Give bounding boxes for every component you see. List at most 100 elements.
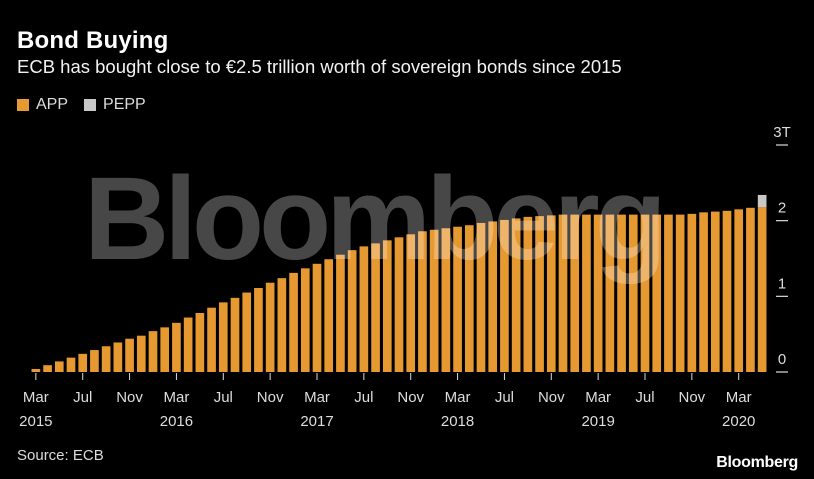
x-tick-label-Mar-60: Mar	[726, 389, 752, 406]
y-tick-label-1: 1	[778, 275, 786, 292]
bar-app-2018-01	[429, 229, 439, 372]
bar-app-2015-06	[66, 357, 76, 372]
bar-app-2016-04	[183, 317, 193, 372]
bar-app-2017-05	[336, 254, 345, 372]
bar-app-2019-06	[628, 214, 638, 372]
legend-swatch-app	[17, 99, 29, 111]
bar-app-2020-02	[722, 210, 732, 372]
y-axis: 0 1 2 3T	[773, 124, 791, 373]
bar-app-2018-11	[546, 215, 556, 372]
bar-app-2017-09	[382, 240, 392, 372]
bar-app-2016-08	[230, 297, 240, 372]
x-tick-label-Jul-4: Jul	[73, 389, 92, 406]
bar-app-2015-12	[136, 335, 146, 372]
x-tick-label-Nov-56: Nov	[679, 389, 706, 406]
x-tick-label-Mar-48: Mar	[585, 389, 611, 406]
bar-app-2019-12	[699, 212, 708, 372]
chart-title: Bond Buying	[17, 27, 169, 54]
bar-app-2017-01	[289, 272, 298, 372]
bar-app-2015-10	[113, 342, 123, 372]
bar-app-2017-06	[347, 250, 357, 372]
bar-app-2020-04	[746, 207, 755, 372]
bar-app-2019-03	[593, 214, 603, 372]
bar-app-2016-05	[195, 312, 205, 372]
legend-item-app: APP	[17, 96, 68, 114]
x-tick-label-Jul-28: Jul	[354, 389, 373, 406]
chart-subtitle: ECB has bought close to €2.5 trillion wo…	[17, 56, 622, 77]
bar-app-2018-06	[488, 221, 498, 372]
legend-label-pepp: PEPP	[103, 96, 146, 113]
x-axis: Mar 2015 Jul Nov Mar 2016 Jul Nov Mar 2017 Jul Nov M…	[19, 373, 755, 430]
bar-app-2018-09	[523, 216, 533, 372]
x-tick-label-Mar-0: Mar	[23, 389, 49, 406]
bar-app-2019-10	[675, 214, 685, 372]
bar-app-2019-04	[605, 214, 615, 372]
bar-app-2018-03	[453, 226, 462, 372]
legend: APP PEPP	[17, 96, 162, 114]
bar-app-2018-02	[441, 228, 451, 372]
bar-app-2019-07	[640, 214, 650, 372]
bar-app-2017-11	[406, 234, 416, 372]
bar-app-2017-03	[312, 263, 322, 372]
bar-app-2016-09	[242, 292, 252, 372]
bar-app-2015-11	[125, 338, 134, 372]
bar-app-2016-12	[277, 278, 287, 372]
x-tick-label-Nov-20: Nov	[257, 389, 284, 406]
bar-app-2017-02	[300, 268, 310, 372]
bar-app-2016-11	[265, 282, 275, 372]
bar-app-2019-05	[617, 214, 626, 372]
bar-app-2020-03	[734, 209, 744, 372]
x-year-label-2017: 2017	[300, 413, 333, 430]
bloomberg-logo: Bloomberg	[716, 454, 798, 471]
bar-pepp-2020-05	[757, 194, 767, 208]
x-tick-label-Mar-36: Mar	[445, 389, 471, 406]
bar-app-2017-07	[359, 246, 369, 372]
bar-app-2018-08	[511, 218, 521, 372]
x-tick-label-Nov-44: Nov	[538, 389, 565, 406]
bar-app-2015-09	[101, 346, 111, 372]
x-year-label-2015: 2015	[19, 413, 52, 430]
bar-app-2018-12	[558, 214, 568, 372]
x-tick-label-Mar-12: Mar	[164, 389, 190, 406]
bar-app-2015-05	[54, 361, 64, 372]
y-tick-label-0: 0	[778, 351, 786, 368]
x-year-label-2019: 2019	[581, 413, 614, 430]
bar-app-2020-01	[710, 211, 720, 372]
bar-app-2015-07	[78, 353, 88, 372]
y-tick-label-2: 2	[778, 200, 786, 217]
bar-app-2017-12	[418, 231, 427, 372]
bar-app-2015-08	[90, 350, 99, 372]
source-note: Source: ECB	[17, 447, 104, 464]
y-tick-label-3T: 3T	[773, 124, 791, 141]
x-year-label-2018: 2018	[441, 413, 474, 430]
legend-item-pepp: PEPP	[84, 96, 146, 114]
x-tick-label-Mar-24: Mar	[304, 389, 330, 406]
x-tick-label-Jul-16: Jul	[214, 389, 233, 406]
bar-app-2017-08	[371, 243, 380, 372]
bar-app-2017-10	[394, 237, 404, 372]
bar-app-2018-10	[535, 216, 544, 372]
bar-app-2016-07	[218, 302, 228, 372]
bar-app-2018-04	[464, 225, 474, 372]
bars-group	[31, 194, 767, 372]
x-year-label-2020: 2020	[722, 413, 755, 430]
legend-label-app: APP	[36, 96, 69, 113]
x-tick-label-Nov-32: Nov	[397, 389, 424, 406]
bar-app-2016-06	[207, 307, 216, 372]
bar-app-2018-07	[500, 219, 509, 372]
x-tick-label-Nov-8: Nov	[116, 389, 143, 406]
x-tick-label-Jul-52: Jul	[635, 389, 654, 406]
bar-app-2016-10	[254, 288, 263, 372]
bar-app-2019-08	[652, 214, 662, 372]
bar-app-2015-03	[31, 368, 41, 372]
bar-app-2016-02	[160, 327, 170, 372]
bar-app-2020-05	[757, 207, 767, 372]
bar-app-2015-04	[43, 365, 52, 372]
legend-swatch-pepp	[84, 99, 97, 111]
bar-app-2017-04	[324, 259, 334, 372]
x-tick-label-Jul-40: Jul	[495, 389, 514, 406]
bar-app-2019-02	[582, 214, 591, 372]
bar-app-2019-09	[664, 214, 673, 372]
bar-app-2016-01	[148, 331, 158, 372]
